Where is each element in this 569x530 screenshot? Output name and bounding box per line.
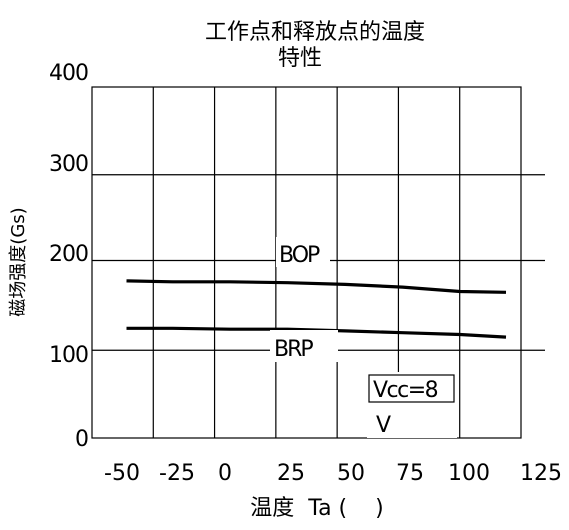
x-tick-label: -25: [159, 461, 195, 486]
chart-title: 工作点和释放点的温度: [205, 20, 425, 45]
y-tick-labels: 0 100 200 300 400: [49, 61, 89, 452]
x-tick-label: 0: [218, 461, 232, 486]
y-tick-label: 300: [49, 152, 88, 177]
x-axis-label: 温度 Ta ( ): [250, 496, 383, 521]
y-tick-label: 200: [49, 242, 88, 267]
y-tick-label: 400: [49, 61, 88, 86]
series-line-bop: [126, 279, 507, 294]
plot-frame: [91, 86, 522, 439]
x-tick-labels: -50 -25 0 25 50 75 100 125: [104, 461, 562, 486]
x-tick-label: 25: [277, 461, 305, 486]
annotation-bg: [367, 372, 457, 438]
series-lines: [126, 279, 507, 339]
x-tick-label: 75: [396, 461, 424, 486]
bop-label-bg: [276, 237, 330, 267]
x-tick-label: -50: [104, 461, 140, 486]
y-tick-label: 0: [75, 427, 88, 452]
annotation-line1: Vcc=8: [373, 378, 438, 403]
brp-label-bg: [270, 330, 338, 362]
annotation-line2: V: [376, 413, 391, 438]
series-label-bop: BOP: [279, 243, 320, 268]
x-tick-label: 100: [448, 461, 490, 486]
chart-subtitle: 特性: [278, 46, 322, 71]
annotation-box: [368, 374, 455, 403]
x-tick-label: 125: [520, 461, 562, 486]
series-label-brp: BRP: [274, 337, 313, 362]
y-axis-label: 磁场强度(Gs): [8, 207, 29, 316]
grid: [152, 87, 461, 438]
x-tick-label: 50: [337, 461, 365, 486]
y-tick-label: 100: [49, 343, 88, 368]
